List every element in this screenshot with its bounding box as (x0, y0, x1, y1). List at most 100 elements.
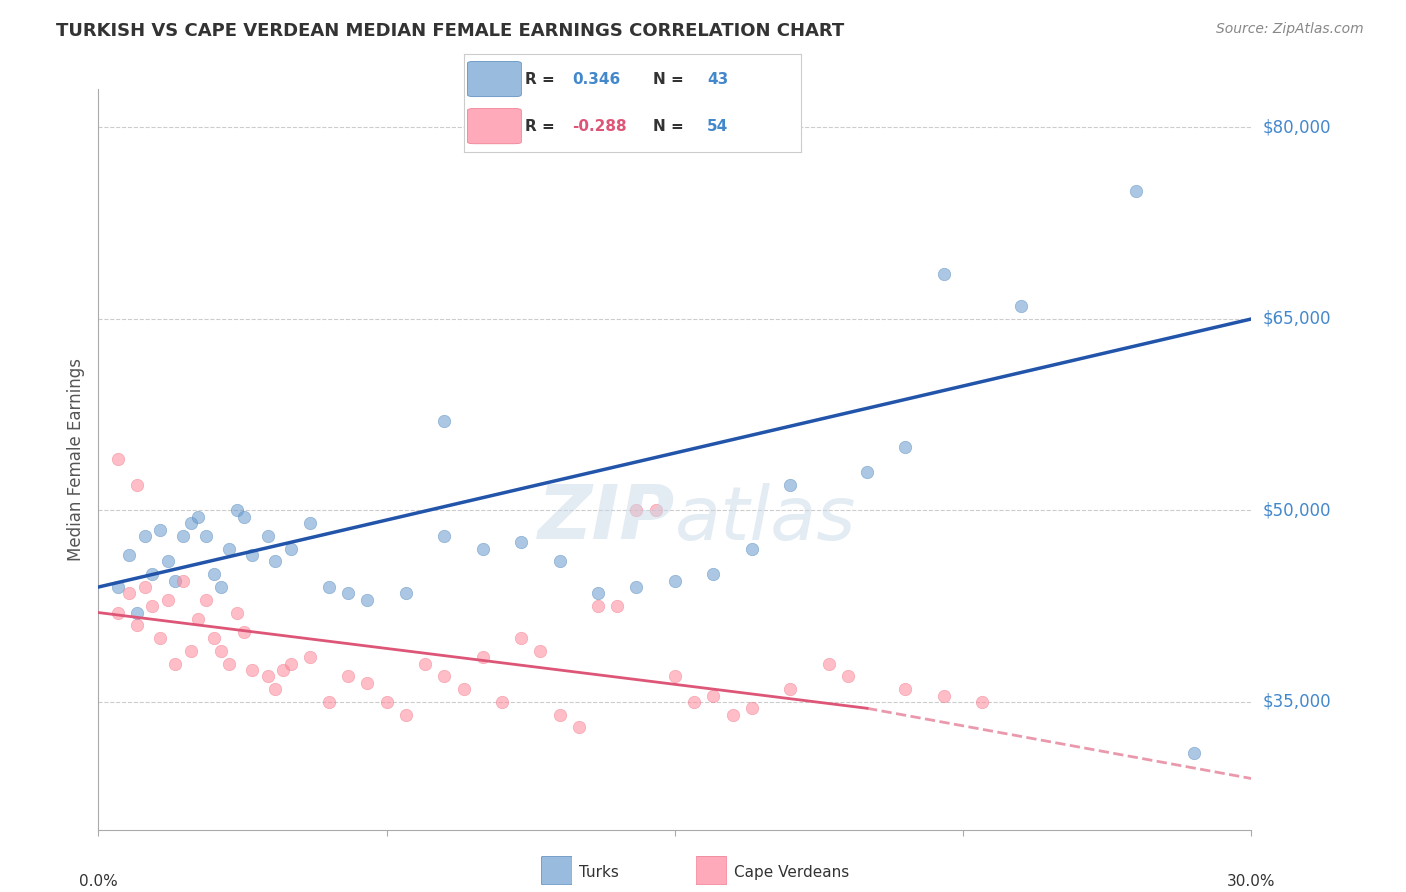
Point (510, 631, 533, 645)
Point (195, 529, 218, 543)
Point (586, 586, 609, 600)
Text: $65,000: $65,000 (1263, 310, 1331, 328)
Point (471, 541, 494, 556)
Point (453, 682, 475, 697)
Point (548, 707, 571, 722)
FancyBboxPatch shape (467, 109, 522, 144)
Text: -0.288: -0.288 (572, 119, 627, 134)
Point (894, 682, 917, 697)
Point (187, 612, 209, 626)
Point (172, 529, 194, 543)
Point (395, 586, 418, 600)
Point (156, 592, 179, 607)
Point (233, 624, 256, 639)
Point (856, 465, 879, 479)
Point (280, 657, 302, 671)
Y-axis label: Median Female Earnings: Median Female Earnings (66, 358, 84, 561)
Point (256, 669, 278, 683)
Point (664, 669, 686, 683)
Text: 43: 43 (707, 71, 728, 87)
Point (180, 516, 202, 531)
Point (240, 663, 263, 677)
Point (125, 606, 148, 620)
Point (356, 675, 378, 690)
Point (280, 541, 302, 556)
Point (134, 529, 156, 543)
Point (548, 554, 571, 568)
Text: ZIP: ZIP (537, 482, 675, 555)
Point (702, 689, 724, 703)
Point (683, 695, 706, 709)
Point (837, 669, 859, 683)
Point (356, 592, 378, 607)
Point (298, 650, 321, 665)
Point (779, 478, 801, 492)
Point (510, 535, 533, 549)
Point (586, 599, 609, 614)
Point (702, 567, 724, 582)
Point (118, 548, 141, 562)
Point (606, 599, 628, 614)
Point (375, 695, 398, 709)
Point (779, 682, 801, 697)
Point (125, 478, 148, 492)
Point (1010, 299, 1032, 313)
Point (298, 516, 321, 531)
Point (471, 650, 494, 665)
FancyBboxPatch shape (696, 856, 727, 885)
Point (529, 644, 551, 658)
Point (264, 682, 287, 697)
Point (202, 631, 225, 645)
Point (413, 657, 436, 671)
Text: 0.0%: 0.0% (79, 874, 118, 889)
Point (187, 509, 209, 524)
Point (1125, 184, 1147, 198)
Point (180, 644, 202, 658)
Point (225, 503, 247, 517)
Text: $80,000: $80,000 (1263, 119, 1331, 136)
Text: atlas: atlas (675, 483, 856, 555)
Point (1182, 746, 1205, 760)
Point (433, 529, 456, 543)
Text: N =: N = (652, 119, 683, 134)
Point (195, 592, 218, 607)
Point (218, 541, 240, 556)
Point (225, 606, 247, 620)
Text: R =: R = (524, 119, 554, 134)
Point (644, 503, 666, 517)
Point (664, 574, 686, 588)
Point (233, 509, 256, 524)
Point (134, 580, 156, 594)
Text: Turks: Turks (579, 865, 619, 880)
Point (202, 567, 225, 582)
Point (149, 631, 172, 645)
Point (118, 586, 141, 600)
Point (218, 657, 240, 671)
Point (209, 644, 232, 658)
Point (165, 574, 187, 588)
Text: Source: ZipAtlas.com: Source: ZipAtlas.com (1216, 22, 1364, 37)
Text: 54: 54 (707, 119, 728, 134)
Point (125, 618, 148, 632)
Point (491, 695, 513, 709)
Point (141, 599, 163, 614)
Point (433, 414, 456, 428)
Text: 30.0%: 30.0% (1227, 874, 1275, 889)
Point (932, 268, 955, 282)
Point (318, 580, 340, 594)
Point (626, 503, 648, 517)
Point (337, 669, 360, 683)
Point (741, 541, 763, 556)
Text: N =: N = (652, 71, 683, 87)
Point (107, 606, 129, 620)
Point (817, 657, 839, 671)
Point (932, 689, 955, 703)
Point (894, 440, 917, 454)
Point (149, 523, 172, 537)
Point (626, 580, 648, 594)
Point (209, 580, 232, 594)
Point (264, 554, 287, 568)
Point (107, 452, 129, 467)
Point (395, 707, 418, 722)
Point (433, 669, 456, 683)
